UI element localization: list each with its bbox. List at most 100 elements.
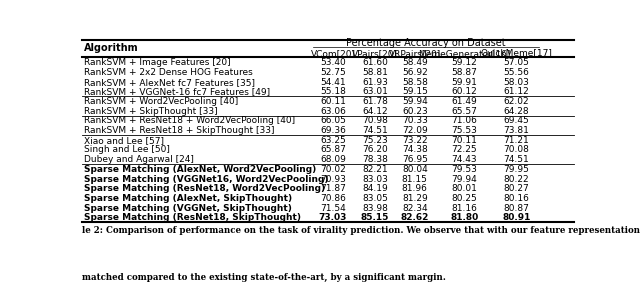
Text: Sparse Matching (ResNet18, SkipThought): Sparse Matching (ResNet18, SkipThought) <box>84 213 301 222</box>
Text: RankSVM + SkipThought [33]: RankSVM + SkipThought [33] <box>84 107 218 116</box>
Text: 83.98: 83.98 <box>362 204 388 213</box>
Text: 83.05: 83.05 <box>362 194 388 203</box>
Text: Xiao and Lee [57]: Xiao and Lee [57] <box>84 136 164 145</box>
Text: 64.12: 64.12 <box>362 107 388 116</box>
Text: 63.06: 63.06 <box>320 107 346 116</box>
Text: 79.95: 79.95 <box>504 165 529 174</box>
Text: 60.23: 60.23 <box>402 107 428 116</box>
Text: 58.03: 58.03 <box>504 78 529 87</box>
Text: 59.91: 59.91 <box>451 78 477 87</box>
Text: Sparse Matching (AlexNet, Word2VecPooling): Sparse Matching (AlexNet, Word2VecPoolin… <box>84 165 316 174</box>
Text: 80.16: 80.16 <box>504 194 529 203</box>
Text: 63.01: 63.01 <box>362 87 388 96</box>
Text: 81.96: 81.96 <box>402 184 428 193</box>
Text: 65.57: 65.57 <box>451 107 477 116</box>
Text: RankSVM + ResNet18 + Word2VecPooling [40]: RankSVM + ResNet18 + Word2VecPooling [40… <box>84 116 295 126</box>
Text: VRPairs[20]: VRPairs[20] <box>388 49 441 58</box>
Text: RankSVM + Word2VecPooling [40]: RankSVM + Word2VecPooling [40] <box>84 97 238 106</box>
Text: 58.49: 58.49 <box>402 58 428 67</box>
Text: Sparse Matching (ResNet18, Word2VecPooling): Sparse Matching (ResNet18, Word2VecPooli… <box>84 184 325 193</box>
Text: 71.21: 71.21 <box>504 136 529 145</box>
Text: 72.25: 72.25 <box>452 145 477 154</box>
Text: Sparse Matching (AlexNet, SkipThought): Sparse Matching (AlexNet, SkipThought) <box>84 194 292 203</box>
Text: 61.78: 61.78 <box>362 97 388 106</box>
Text: MemeGenerator[16]: MemeGenerator[16] <box>418 49 511 58</box>
Text: RankSVM + AlexNet fc7 Features [35]: RankSVM + AlexNet fc7 Features [35] <box>84 78 255 87</box>
Text: 82.21: 82.21 <box>362 165 388 174</box>
Text: 71.87: 71.87 <box>320 184 346 193</box>
Text: 71.54: 71.54 <box>320 204 346 213</box>
Text: 59.12: 59.12 <box>452 58 477 67</box>
Text: RankSVM + VGGNet-16 fc7 Features [49]: RankSVM + VGGNet-16 fc7 Features [49] <box>84 87 270 96</box>
Text: Dubey and Agarwal [24]: Dubey and Agarwal [24] <box>84 155 194 164</box>
Text: le 2: Comparison of performance on the task of virality prediction. We observe t: le 2: Comparison of performance on the t… <box>83 226 640 235</box>
Text: 73.22: 73.22 <box>402 136 428 145</box>
Text: 61.12: 61.12 <box>504 87 529 96</box>
Text: 70.86: 70.86 <box>320 194 346 203</box>
Text: 81.80: 81.80 <box>451 213 479 222</box>
Text: 76.20: 76.20 <box>362 145 388 154</box>
Text: 82.34: 82.34 <box>402 204 428 213</box>
Text: 80.87: 80.87 <box>504 204 529 213</box>
Text: 56.92: 56.92 <box>402 68 428 77</box>
Text: 80.01: 80.01 <box>451 184 477 193</box>
Text: 58.87: 58.87 <box>451 68 477 77</box>
Text: 58.58: 58.58 <box>402 78 428 87</box>
Text: 61.49: 61.49 <box>452 97 477 106</box>
Text: 65.87: 65.87 <box>320 145 346 154</box>
Text: 84.19: 84.19 <box>362 184 388 193</box>
Text: 80.91: 80.91 <box>502 213 531 222</box>
Text: RankSVM + 2x2 Dense HOG Features: RankSVM + 2x2 Dense HOG Features <box>84 68 253 77</box>
Text: 58.81: 58.81 <box>362 68 388 77</box>
Text: 61.60: 61.60 <box>362 58 388 67</box>
Text: 59.15: 59.15 <box>402 87 428 96</box>
Text: 64.28: 64.28 <box>504 107 529 116</box>
Text: RankSVM + Image Features [20]: RankSVM + Image Features [20] <box>84 58 230 67</box>
Text: RankSVM + ResNet18 + SkipThought [33]: RankSVM + ResNet18 + SkipThought [33] <box>84 126 275 135</box>
Text: 74.51: 74.51 <box>362 126 388 135</box>
Text: Sparse Matching (VGGNet, SkipThought): Sparse Matching (VGGNet, SkipThought) <box>84 204 292 213</box>
Text: 80.04: 80.04 <box>402 165 428 174</box>
Text: 81.16: 81.16 <box>451 204 477 213</box>
Text: 78.38: 78.38 <box>362 155 388 164</box>
Text: 75.23: 75.23 <box>362 136 388 145</box>
Text: 55.18: 55.18 <box>320 87 346 96</box>
Text: 73.03: 73.03 <box>319 213 347 222</box>
Text: 54.41: 54.41 <box>320 78 346 87</box>
Text: 70.02: 70.02 <box>320 165 346 174</box>
Text: VCom[20]: VCom[20] <box>310 49 355 58</box>
Text: Percentage Accuracy on Dataset: Percentage Accuracy on Dataset <box>346 38 506 48</box>
Text: 66.05: 66.05 <box>320 116 346 126</box>
Text: Algorithm: Algorithm <box>84 43 139 53</box>
Text: 71.06: 71.06 <box>451 116 477 126</box>
Text: 74.51: 74.51 <box>504 155 529 164</box>
Text: 75.53: 75.53 <box>451 126 477 135</box>
Text: 82.62: 82.62 <box>401 213 429 222</box>
Text: 52.75: 52.75 <box>320 68 346 77</box>
Text: 57.05: 57.05 <box>504 58 529 67</box>
Text: 59.94: 59.94 <box>402 97 428 106</box>
Text: 83.03: 83.03 <box>362 175 388 183</box>
Text: 73.81: 73.81 <box>504 126 529 135</box>
Text: 70.11: 70.11 <box>451 136 477 145</box>
Text: 70.08: 70.08 <box>504 145 529 154</box>
Text: 70.98: 70.98 <box>362 116 388 126</box>
Text: 85.15: 85.15 <box>361 213 389 222</box>
Text: 60.12: 60.12 <box>452 87 477 96</box>
Text: 69.45: 69.45 <box>504 116 529 126</box>
Text: 72.09: 72.09 <box>402 126 428 135</box>
Text: 80.27: 80.27 <box>504 184 529 193</box>
Text: 81.29: 81.29 <box>402 194 428 203</box>
Text: 63.25: 63.25 <box>320 136 346 145</box>
Text: 79.94: 79.94 <box>452 175 477 183</box>
Text: 53.40: 53.40 <box>320 58 346 67</box>
Text: 74.43: 74.43 <box>452 155 477 164</box>
Text: 80.25: 80.25 <box>452 194 477 203</box>
Text: 69.36: 69.36 <box>320 126 346 135</box>
Text: QuickMeme[17]: QuickMeme[17] <box>481 49 552 58</box>
Text: 74.38: 74.38 <box>402 145 428 154</box>
Text: Singh and Lee [50]: Singh and Lee [50] <box>84 145 170 154</box>
Text: 70.93: 70.93 <box>320 175 346 183</box>
Text: 81.15: 81.15 <box>402 175 428 183</box>
Text: 79.53: 79.53 <box>451 165 477 174</box>
